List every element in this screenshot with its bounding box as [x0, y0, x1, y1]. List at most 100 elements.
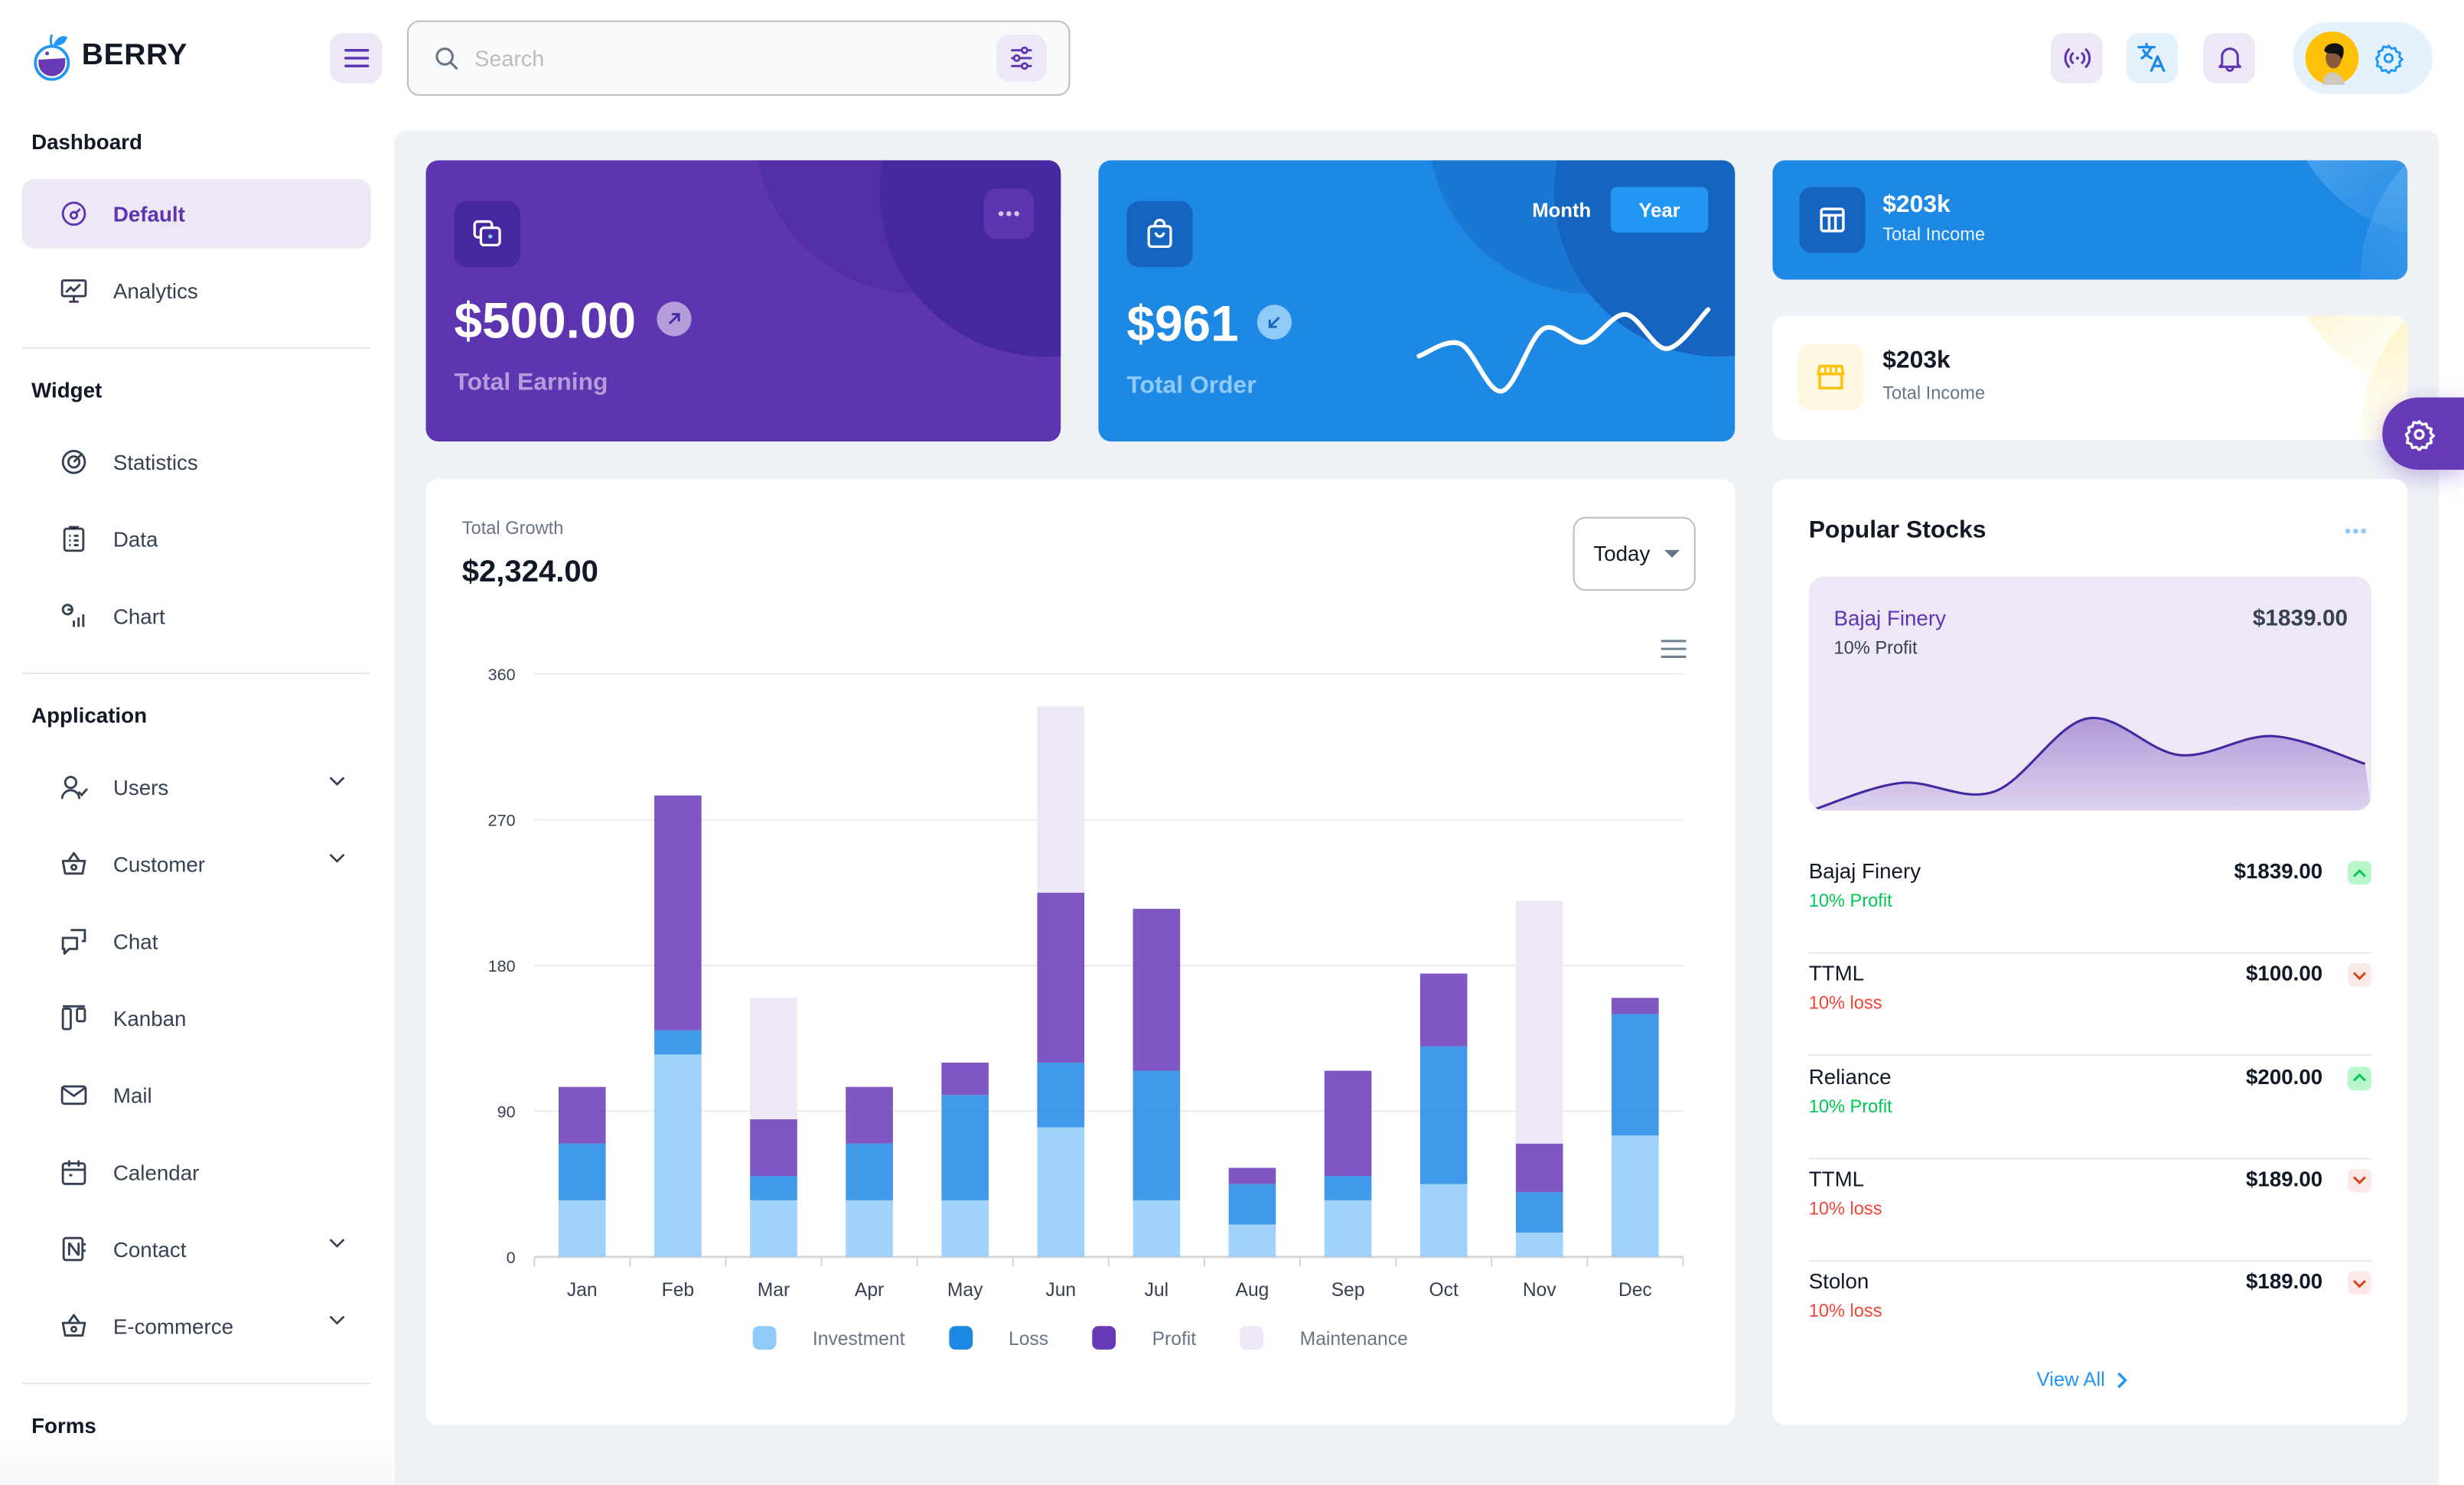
period-select[interactable]: Today — [1573, 516, 1696, 591]
bar-profit-feb[interactable] — [654, 795, 702, 1031]
chevron-up-icon — [2353, 1073, 2366, 1082]
toggle-year[interactable]: Year — [1610, 187, 1709, 233]
stock-list-item[interactable]: Stolon 10% loss $189.00 — [1809, 1260, 2371, 1362]
bar-investment-jun[interactable] — [1037, 1127, 1085, 1257]
sidebar-item-data[interactable]: Data — [22, 504, 371, 573]
sidebar-item-kanban[interactable]: Kanban — [22, 984, 371, 1053]
featured-stock-area-chart — [1808, 716, 2371, 811]
x-tick-label: Dec — [1618, 1280, 1652, 1301]
bar-investment-oct[interactable] — [1419, 1184, 1468, 1257]
stock-list-item[interactable]: Bajaj Finery 10% Profit $1839.00 — [1808, 850, 2371, 954]
bar-investment-dec[interactable] — [1612, 1135, 1659, 1257]
chevron-down-icon[interactable] — [328, 1315, 346, 1326]
legend-item-profit[interactable]: Profit — [1092, 1326, 1196, 1350]
bar-profit-may[interactable] — [941, 1062, 989, 1096]
bar-loss-oct[interactable] — [1419, 1046, 1468, 1184]
sidebar-item-analytics[interactable]: Analytics — [22, 256, 371, 325]
bar-profit-aug[interactable] — [1228, 1167, 1276, 1184]
bar-loss-aug[interactable] — [1228, 1184, 1276, 1225]
bar-loss-nov[interactable] — [1515, 1192, 1563, 1233]
sidebar-item-contact[interactable]: Contact — [22, 1214, 371, 1283]
live-customize-button[interactable] — [2050, 33, 2103, 83]
trend-down-badge — [1256, 304, 1292, 340]
legend-item-maintenance[interactable]: Maintenance — [1240, 1326, 1408, 1350]
bar-investment-may[interactable] — [941, 1200, 989, 1257]
trend-down-badge — [2348, 1271, 2371, 1295]
menu-toggle-button[interactable] — [330, 33, 383, 83]
bar-investment-jan[interactable] — [558, 1200, 606, 1257]
bar-maintenance-nov[interactable] — [1515, 900, 1563, 1144]
sidebar-item-users[interactable]: Users — [22, 753, 371, 822]
gear-icon[interactable] — [2373, 42, 2404, 74]
bar-profit-sep[interactable] — [1324, 1070, 1372, 1177]
sidebar-item-default[interactable]: Default — [21, 179, 371, 249]
order-icon-box — [1126, 200, 1193, 268]
x-tick-label: Mar — [758, 1280, 790, 1301]
bar-loss-sep[interactable] — [1324, 1176, 1372, 1200]
trend-up-badge — [2348, 1066, 2371, 1090]
customize-fab[interactable] — [2382, 397, 2464, 471]
earning-more-button[interactable] — [983, 188, 1035, 239]
featured-stock-card: Bajaj Finery $1839.00 10% Profit — [1808, 576, 2371, 811]
avatar[interactable] — [2305, 31, 2359, 85]
sidebar-item-chat[interactable]: Chat — [22, 907, 371, 975]
chart-menu-icon[interactable] — [1661, 640, 1687, 659]
bar-investment-apr[interactable] — [846, 1200, 893, 1257]
notifications-button[interactable] — [2203, 33, 2255, 83]
bar-profit-apr[interactable] — [846, 1086, 893, 1144]
bar-loss-apr[interactable] — [846, 1143, 893, 1200]
sidebar-item-chart[interactable]: Chart — [22, 581, 371, 650]
brand-logo[interactable]: BERRY — [31, 31, 187, 82]
sidebar-item-mail[interactable]: Mail — [22, 1060, 371, 1129]
bar-profit-jun[interactable] — [1037, 892, 1085, 1063]
bar-profit-jan[interactable] — [558, 1086, 606, 1144]
bar-investment-mar[interactable] — [750, 1200, 797, 1257]
sidebar-item-e-commerce[interactable]: E-commerce — [22, 1291, 371, 1360]
bar-loss-jul[interactable] — [1133, 1070, 1181, 1200]
bar-loss-dec[interactable] — [1612, 1014, 1659, 1136]
language-button[interactable] — [2126, 33, 2179, 83]
sidebar-item-statistics[interactable]: Statistics — [22, 428, 371, 497]
bar-profit-dec[interactable] — [1612, 998, 1659, 1014]
view-all-button[interactable]: View All — [2036, 1369, 2127, 1390]
toggle-month[interactable]: Month — [1532, 199, 1592, 222]
bar-investment-jul[interactable] — [1133, 1200, 1181, 1257]
chevron-down-icon[interactable] — [328, 1238, 346, 1249]
calendar-icon — [61, 1160, 86, 1185]
profile-menu[interactable] — [2293, 21, 2433, 95]
sidebar-item-label: Statistics — [112, 450, 198, 474]
search-input[interactable] — [471, 44, 996, 73]
sidebar-item-calendar[interactable]: Calendar — [22, 1138, 371, 1207]
bar-loss-mar[interactable] — [750, 1176, 797, 1200]
stock-list-item[interactable]: TTML 10% loss $189.00 — [1808, 1158, 2371, 1262]
bar-profit-jul[interactable] — [1133, 908, 1181, 1071]
bar-investment-feb[interactable] — [654, 1054, 702, 1257]
bar-loss-jun[interactable] — [1037, 1062, 1085, 1128]
chevron-up-icon — [2353, 868, 2366, 877]
sidebar-item-customer[interactable]: Customer — [22, 829, 371, 898]
legend-item-loss[interactable]: Loss — [948, 1326, 1048, 1350]
bar-investment-nov[interactable] — [1515, 1233, 1563, 1257]
more-dots-icon[interactable] — [2345, 528, 2367, 534]
earning-label: Total Earning — [454, 369, 608, 396]
bar-loss-feb[interactable] — [654, 1030, 702, 1055]
income-icon-box — [1799, 187, 1866, 253]
stock-list-item[interactable]: TTML 10% loss $100.00 — [1808, 953, 2371, 1057]
bar-profit-mar[interactable] — [750, 1119, 797, 1177]
bar-investment-sep[interactable] — [1324, 1200, 1372, 1257]
stock-change: 10% loss — [1808, 1302, 1882, 1322]
bar-loss-may[interactable] — [941, 1095, 989, 1200]
chevron-down-icon[interactable] — [328, 853, 346, 864]
stock-list-item[interactable]: Reliance 10% Profit $200.00 — [1808, 1055, 2371, 1159]
bar-investment-aug[interactable] — [1228, 1224, 1276, 1257]
bar-loss-jan[interactable] — [558, 1143, 606, 1200]
chevron-down-icon[interactable] — [328, 776, 346, 786]
bar-maintenance-jun[interactable] — [1037, 706, 1085, 893]
search-filter-button[interactable] — [996, 34, 1047, 82]
stock-name: TTML — [1808, 962, 1865, 986]
bar-profit-oct[interactable] — [1419, 973, 1468, 1047]
bar-maintenance-mar[interactable] — [750, 998, 797, 1119]
legend-item-investment[interactable]: Investment — [752, 1326, 904, 1350]
bar-profit-nov[interactable] — [1515, 1143, 1563, 1193]
broadcast-icon — [2063, 48, 2091, 68]
